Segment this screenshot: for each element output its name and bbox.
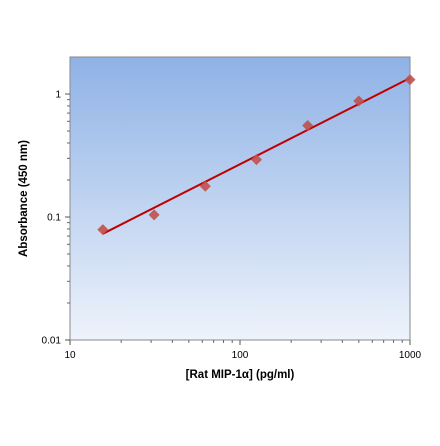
y-tick-label: 0.1 bbox=[47, 213, 61, 224]
axis-ticks: 10 100 1000 0.01 0.1 1 bbox=[42, 90, 422, 361]
y-axis-label: Absorbance (450 nm) bbox=[18, 140, 30, 257]
y-tick-label: 1 bbox=[55, 90, 61, 101]
data-points bbox=[97, 74, 416, 236]
data-point bbox=[250, 154, 262, 166]
data-point bbox=[148, 209, 160, 221]
y-tick-label: 0.01 bbox=[42, 336, 62, 347]
data-point bbox=[302, 119, 314, 131]
x-tick-label: 100 bbox=[232, 350, 249, 361]
x-tick-label: 1000 bbox=[399, 350, 422, 361]
x-tick-label: 10 bbox=[64, 350, 76, 361]
data-point bbox=[97, 224, 109, 236]
plot-area bbox=[69, 56, 411, 341]
x-axis-label: [Rat MIP-1α] (pg/ml) bbox=[186, 369, 295, 381]
data-point bbox=[404, 74, 416, 86]
data-point bbox=[199, 180, 211, 192]
data-point bbox=[353, 95, 365, 107]
